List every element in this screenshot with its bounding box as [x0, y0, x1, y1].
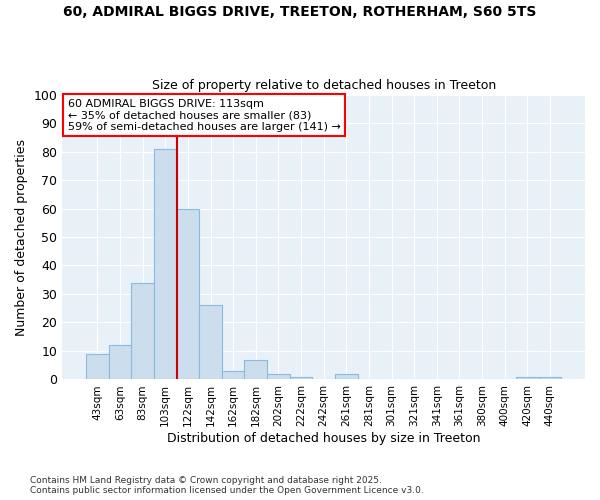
- Bar: [176, 208, 199, 380]
- Bar: [516, 376, 539, 380]
- Title: Size of property relative to detached houses in Treeton: Size of property relative to detached ho…: [152, 79, 496, 92]
- Bar: [244, 360, 267, 380]
- Bar: [154, 148, 176, 380]
- Text: Contains HM Land Registry data © Crown copyright and database right 2025.
Contai: Contains HM Land Registry data © Crown c…: [30, 476, 424, 495]
- Bar: [290, 376, 313, 380]
- Bar: [539, 376, 561, 380]
- Text: 60, ADMIRAL BIGGS DRIVE, TREETON, ROTHERHAM, S60 5TS: 60, ADMIRAL BIGGS DRIVE, TREETON, ROTHER…: [64, 5, 536, 19]
- Bar: [222, 371, 244, 380]
- Bar: [335, 374, 358, 380]
- Bar: [199, 306, 222, 380]
- Bar: [131, 282, 154, 380]
- Y-axis label: Number of detached properties: Number of detached properties: [15, 138, 28, 336]
- Bar: [109, 346, 131, 380]
- Bar: [267, 374, 290, 380]
- Bar: [86, 354, 109, 380]
- Text: 60 ADMIRAL BIGGS DRIVE: 113sqm
← 35% of detached houses are smaller (83)
59% of : 60 ADMIRAL BIGGS DRIVE: 113sqm ← 35% of …: [68, 99, 340, 132]
- X-axis label: Distribution of detached houses by size in Treeton: Distribution of detached houses by size …: [167, 432, 481, 445]
